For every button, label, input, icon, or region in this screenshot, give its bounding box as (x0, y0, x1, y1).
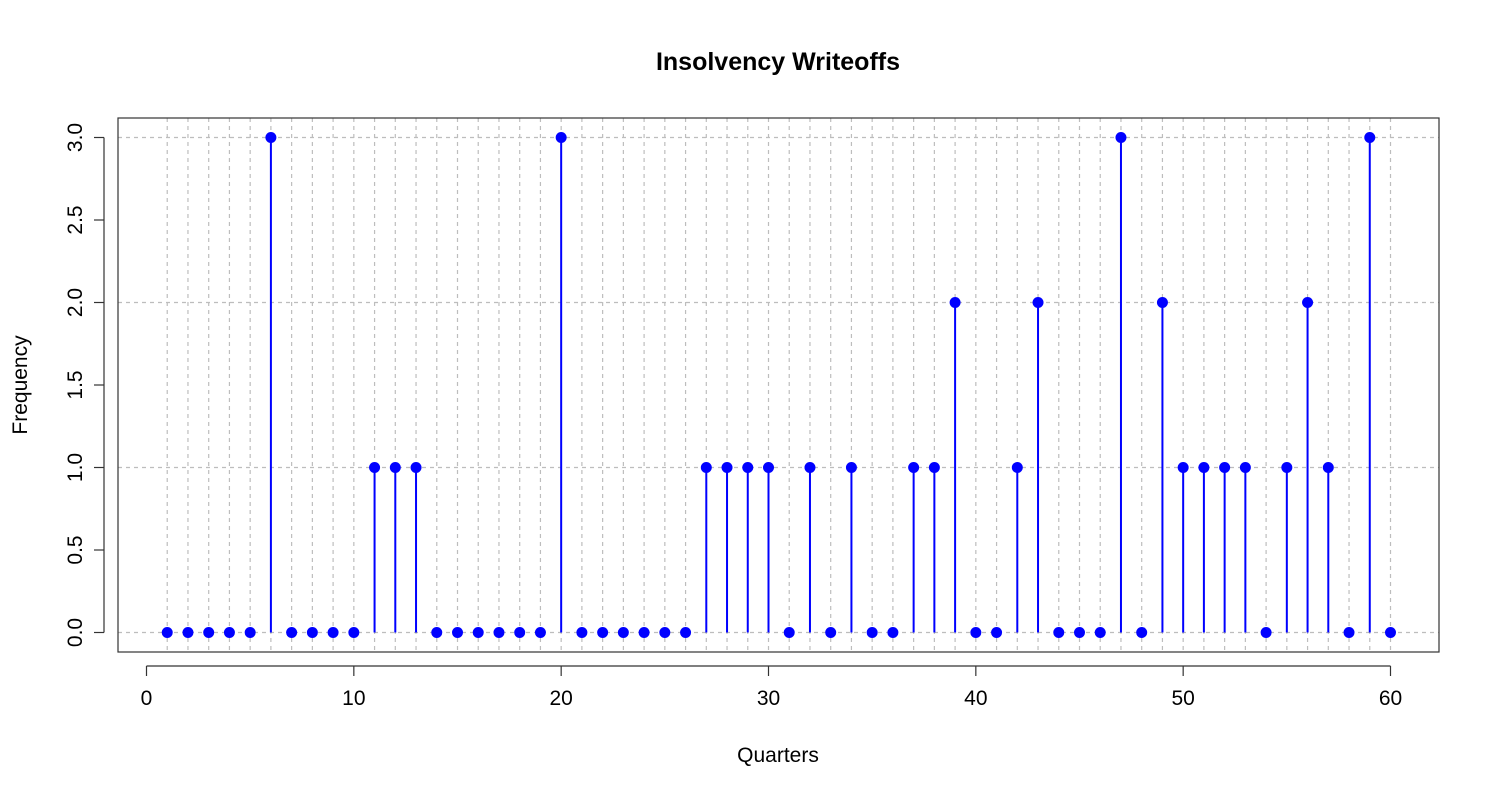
data-point (182, 627, 194, 638)
data-point (286, 627, 298, 638)
data-point (327, 627, 339, 638)
data-point (1385, 627, 1396, 638)
data-point (1136, 627, 1148, 638)
data-point (1198, 462, 1210, 473)
plot-frame (117, 117, 1440, 653)
data-point (617, 627, 629, 638)
data-point (928, 462, 940, 473)
data-point (991, 627, 1003, 638)
data-point (1011, 462, 1023, 473)
y-tick-label: 2.5 (64, 205, 87, 234)
data-point (1053, 627, 1065, 638)
data-point (493, 627, 505, 638)
x-tick-label: 50 (1171, 687, 1194, 710)
x-tick-label: 60 (1379, 687, 1402, 710)
data-point (970, 627, 982, 638)
data-point (534, 627, 546, 638)
x-tick-label: 40 (964, 687, 987, 710)
y-axis-label: Frequency (9, 335, 32, 435)
data-point (700, 462, 712, 473)
x-tick-label: 20 (549, 687, 572, 710)
data-point (742, 462, 754, 473)
data-point (555, 132, 567, 143)
data-point (244, 627, 256, 638)
data-point (576, 627, 588, 638)
grid-lines (118, 118, 1439, 652)
data-point (265, 132, 277, 143)
chart-title: Insolvency Writeoffs (656, 48, 900, 76)
data-point (514, 627, 526, 638)
data-point (1364, 132, 1376, 143)
y-tick-label: 0.5 (64, 535, 87, 564)
data-point (452, 627, 463, 638)
data-point (1094, 627, 1106, 638)
data-point (1302, 297, 1314, 308)
data-point (431, 627, 443, 638)
data-point (223, 627, 235, 638)
data-point (783, 627, 795, 638)
data-point (659, 627, 671, 638)
x-axis: 0 10 20 30 40 50 60 (141, 665, 1402, 710)
data-point (908, 462, 920, 473)
y-axis: 0.0 0.5 1.0 1.5 2.0 2.5 3.0 (64, 123, 105, 647)
data-point (1343, 627, 1355, 638)
data-point (866, 627, 878, 638)
y-tick-label: 1.5 (64, 370, 87, 399)
x-tick-label: 10 (342, 687, 365, 710)
data-point (845, 462, 857, 473)
data-point (1219, 462, 1231, 473)
data-point (597, 627, 609, 638)
x-tick-label: 30 (757, 687, 780, 710)
x-tick-label: 0 (141, 687, 153, 710)
data-point (203, 627, 215, 638)
data-point (348, 627, 360, 638)
data-point (1032, 297, 1044, 308)
data-point (1260, 627, 1272, 638)
data-point (680, 627, 692, 638)
data-point (804, 462, 816, 473)
data-point (1115, 132, 1127, 143)
data-point (949, 297, 961, 308)
data-point (1322, 462, 1334, 473)
data-point (887, 627, 899, 638)
data-point (721, 462, 733, 473)
y-tick-label: 1.0 (64, 453, 87, 482)
data-point (410, 462, 422, 473)
data-point (1239, 462, 1251, 473)
data-points (161, 132, 1396, 638)
data-point (306, 627, 318, 638)
data-point (1074, 627, 1085, 638)
data-point (825, 627, 837, 638)
x-axis-label: Quarters (737, 744, 819, 767)
y-tick-label: 0.0 (64, 618, 87, 647)
data-stems (269, 137, 1371, 633)
data-point (472, 627, 484, 638)
data-point (161, 627, 173, 638)
data-point (1281, 462, 1293, 473)
data-point (1177, 462, 1189, 473)
y-tick-label: 3.0 (64, 123, 87, 152)
y-tick-label: 2.0 (64, 288, 87, 317)
data-point (1156, 297, 1168, 308)
data-point (763, 462, 774, 473)
data-point (638, 627, 650, 638)
data-point (389, 462, 401, 473)
data-point (369, 462, 381, 473)
